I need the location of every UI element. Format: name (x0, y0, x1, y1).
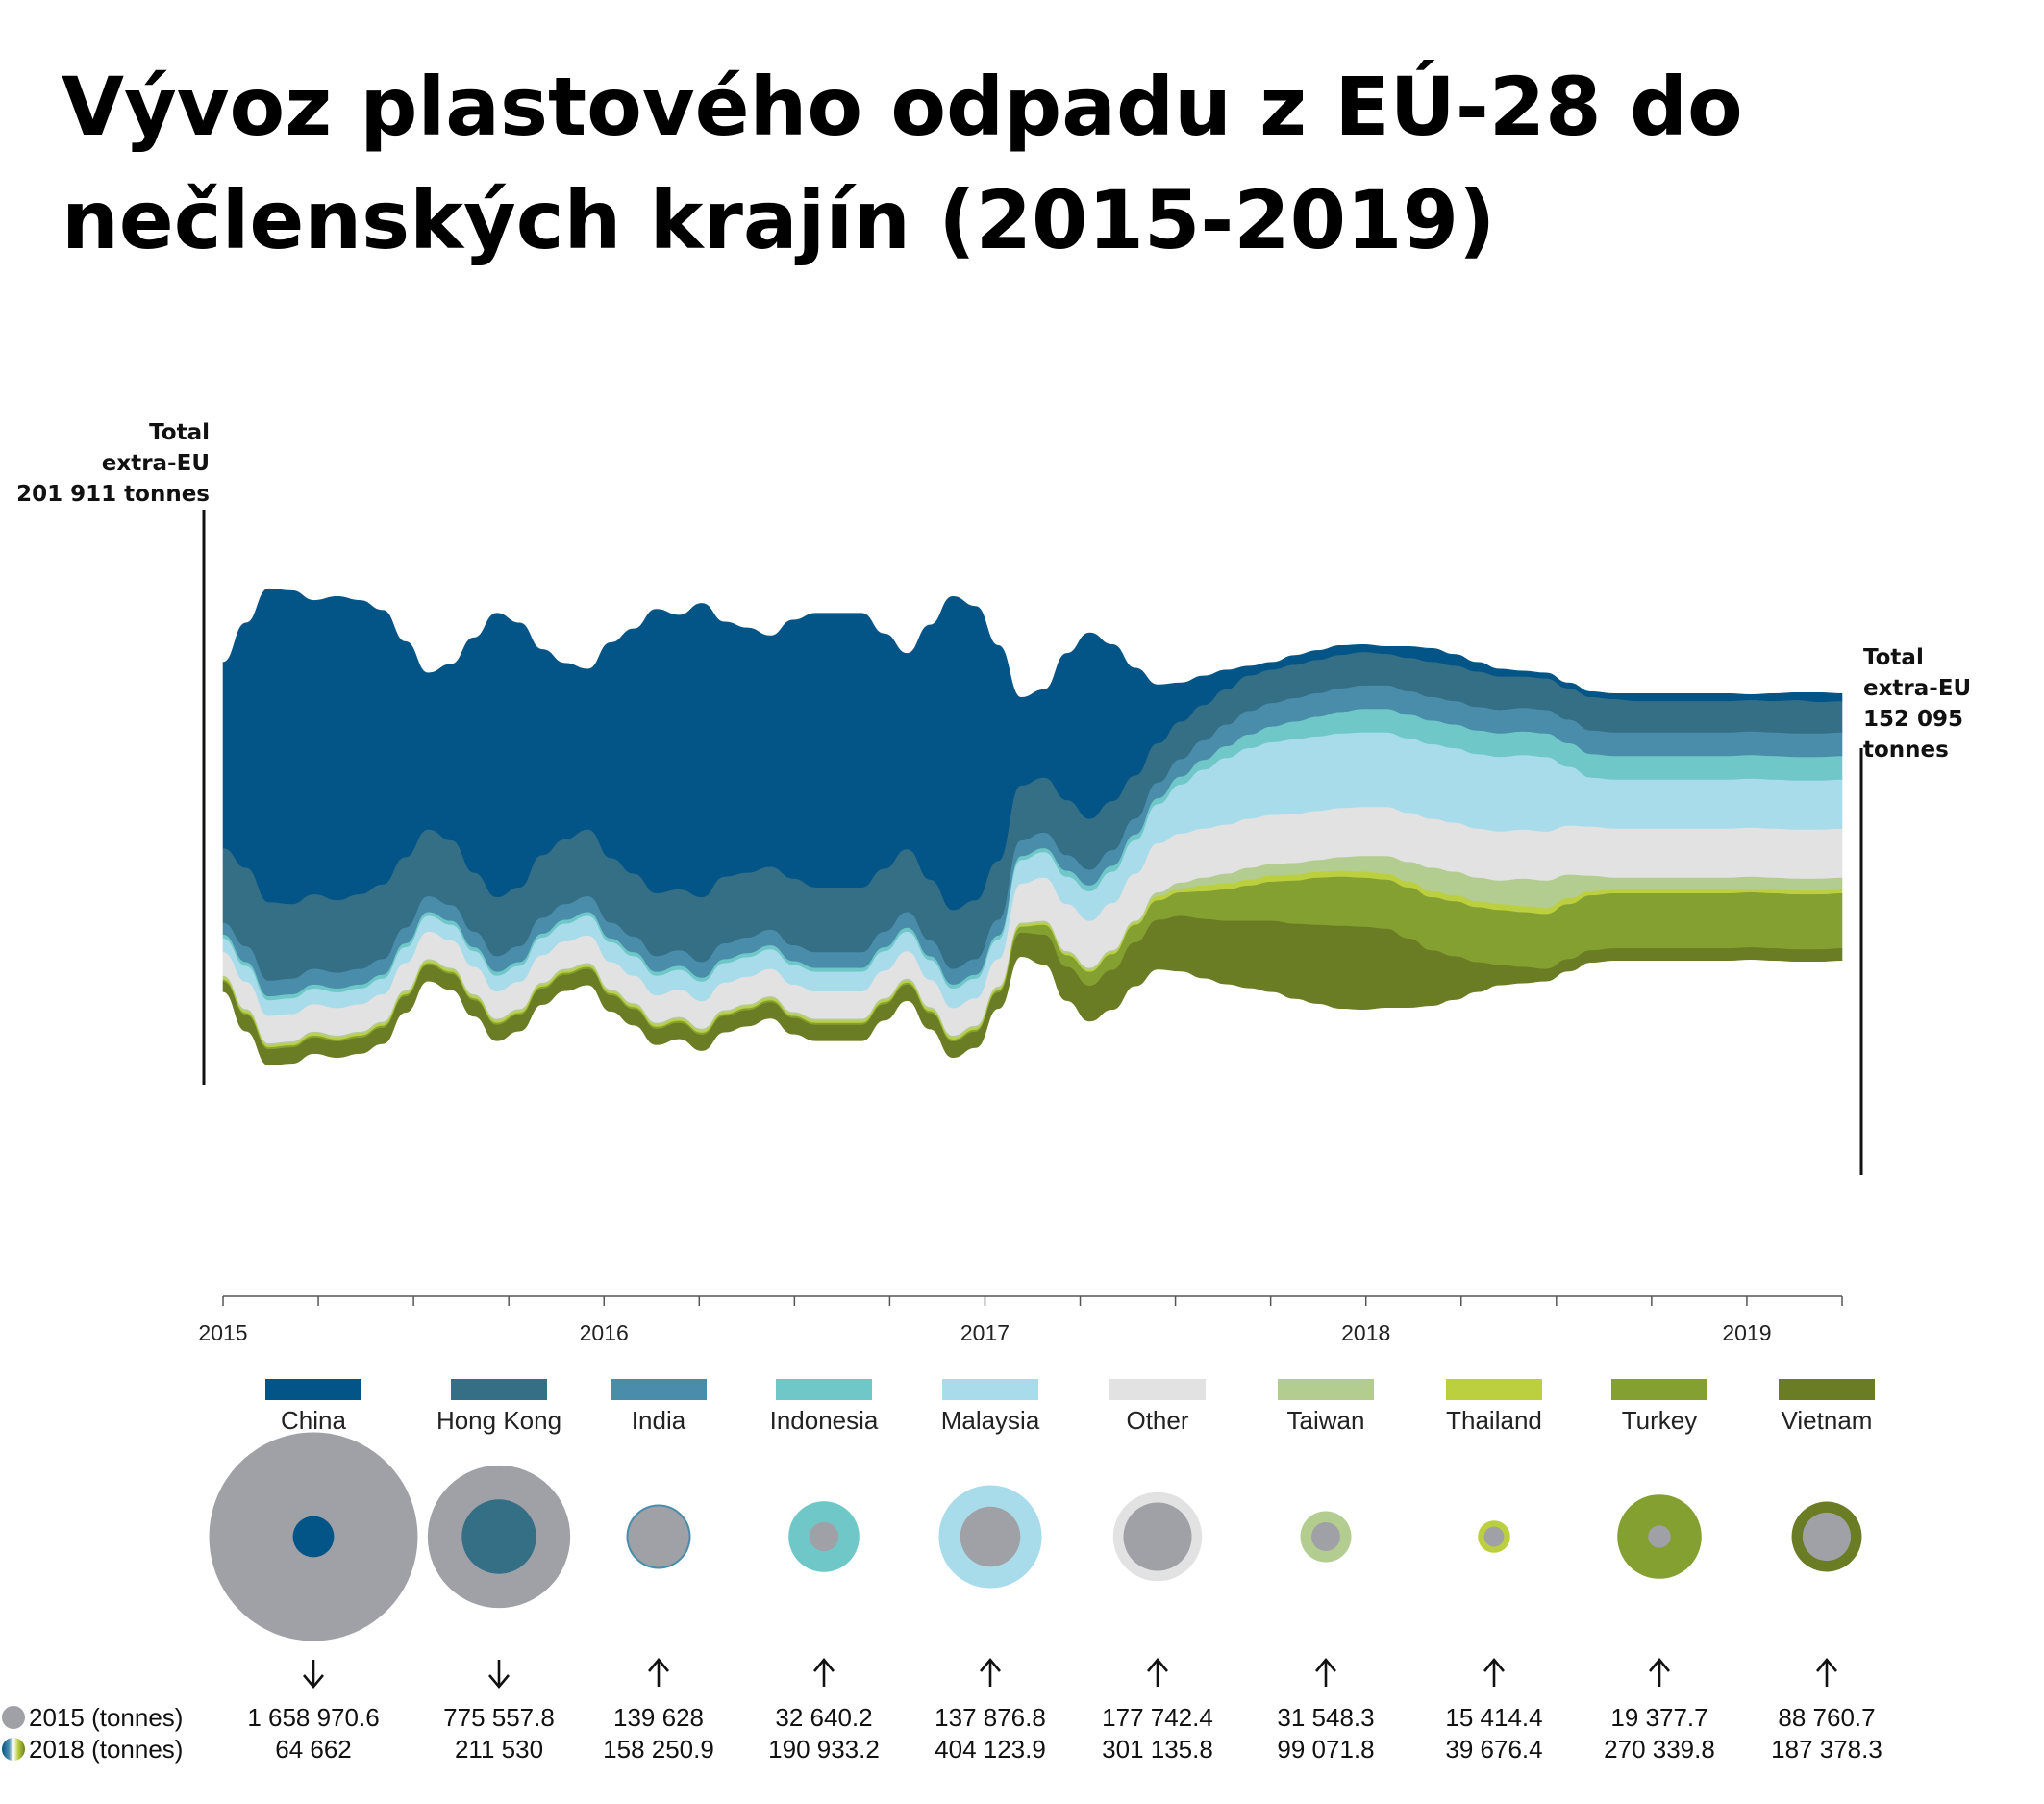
comparison-bubbles (209, 1432, 1862, 1641)
total-end-line2: extra-EU (1863, 676, 1972, 701)
value-2018-turkey: 270 339.8 (1604, 1735, 1715, 1764)
bubble-2015-turkey (1648, 1525, 1671, 1548)
arrow-up-icon-other (1147, 1657, 1168, 1672)
arrow-up-icon-malaysia (980, 1657, 1001, 1672)
legend-2015-dot (2, 1706, 25, 1729)
legend-swatch-turkey (1611, 1379, 1707, 1400)
value-2018-thailand: 39 676.4 (1445, 1735, 1542, 1764)
total-end-line1: Total (1863, 645, 1924, 670)
value-2018-india: 158 250.9 (603, 1735, 714, 1764)
stream-layers (222, 588, 1843, 1066)
title-line-1: Vývoz plastového odpadu z EÚ-28 do (62, 60, 1743, 154)
legend-label-taiwan: Taiwan (1287, 1406, 1365, 1435)
legend-label-hong-kong: Hong Kong (436, 1406, 561, 1435)
legend-label-turkey: Turkey (1622, 1406, 1698, 1435)
legend-swatch-hong-kong (451, 1379, 547, 1400)
value-2018-china: 64 662 (275, 1735, 352, 1764)
value-2015-india: 139 628 (613, 1703, 704, 1732)
row-label-2018: 2018 (tonnes) (29, 1735, 183, 1764)
legend-swatch-other (1109, 1379, 1206, 1400)
bubble-2015-taiwan (1311, 1522, 1340, 1551)
value-2018-hong-kong: 211 530 (455, 1735, 543, 1764)
value-2018-other: 301 135.8 (1102, 1735, 1213, 1764)
legend-swatch-vietnam (1779, 1379, 1875, 1400)
stream-vietnam (222, 915, 1843, 1066)
value-2015-hong-kong: 775 557.8 (443, 1703, 555, 1732)
total-end-value: 152 095 tonnes (1863, 707, 1964, 763)
bubble-2015-malaysia (960, 1506, 1021, 1567)
x-tick-label: 2018 (1341, 1320, 1390, 1345)
value-2015-taiwan: 31 548.3 (1277, 1703, 1374, 1732)
legend-label-indonesia: Indonesia (770, 1406, 879, 1435)
legend-swatch-china (265, 1379, 361, 1400)
arrow-up-icon-india (648, 1657, 669, 1672)
row-label-2015: 2015 (tonnes) (29, 1703, 183, 1732)
x-tick-label: 2019 (1722, 1320, 1771, 1345)
value-2015-china: 1 658 970.6 (247, 1703, 379, 1732)
legend-swatch-indonesia (776, 1379, 872, 1400)
legend-swatch-thailand (1446, 1379, 1542, 1400)
bubble-2015-other (1123, 1502, 1192, 1571)
bubble-2018-hong-kong (461, 1499, 536, 1574)
arrow-down-icon-hong-kong (488, 1674, 510, 1690)
x-tick-label: 2017 (960, 1320, 1010, 1345)
legend: China Hong Kong India Indonesia Malaysia Othe… (265, 1379, 1875, 1435)
arrow-up-icon-thailand (1483, 1657, 1505, 1672)
total-start-line1: Total (149, 420, 210, 445)
legend-swatch-taiwan (1278, 1379, 1374, 1400)
value-2018-indonesia: 190 933.2 (768, 1735, 880, 1764)
value-2015-thailand: 15 414.4 (1445, 1703, 1542, 1732)
total-start-annotation: Total extra-EU 201 911 tonnes (16, 417, 210, 510)
value-2015-vietnam: 88 760.7 (1778, 1703, 1875, 1732)
legend-label-china: China (281, 1406, 346, 1435)
value-table: 1 658 970.6 64 662 775 557.8 211 530 139 628… (2, 1657, 1882, 1764)
arrow-up-icon-indonesia (813, 1657, 835, 1672)
bubble-2015-india (628, 1506, 689, 1567)
value-2018-vietnam: 187 378.3 (1771, 1735, 1882, 1764)
legend-label-thailand: Thailand (1446, 1406, 1542, 1435)
arrow-up-icon-turkey (1649, 1657, 1670, 1672)
x-tick-label: 2015 (198, 1320, 247, 1345)
total-end-annotation: Total extra-EU 152 095 tonnes (1863, 642, 2044, 765)
value-2018-malaysia: 404 123.9 (935, 1735, 1046, 1764)
legend-label-malaysia: Malaysia (941, 1406, 1040, 1435)
title-line-2: nečlenských krajín (2015-2019) (62, 173, 1496, 267)
value-2015-malaysia: 137 876.8 (935, 1703, 1046, 1732)
total-start-value: 201 911 tonnes (16, 482, 210, 507)
total-brackets (202, 510, 1863, 1175)
bubble-2015-vietnam (1802, 1512, 1852, 1562)
value-2018-taiwan: 99 071.8 (1277, 1735, 1374, 1764)
value-2015-indonesia: 32 640.2 (775, 1703, 872, 1732)
arrow-up-icon-vietnam (1816, 1657, 1837, 1672)
total-start-line2: extra-EU (101, 451, 210, 476)
legend-swatch-malaysia (942, 1379, 1038, 1400)
legend-2018-dot (2, 1738, 25, 1761)
arrow-up-icon-taiwan (1315, 1657, 1336, 1672)
legend-swatch-india (611, 1379, 707, 1400)
chart-title: Vývoz plastového odpadu z EÚ-28 do nečle… (62, 50, 1888, 277)
x-axis: 2015 2016 2017 2018 2019 (198, 1295, 1843, 1345)
bubble-2015-thailand (1483, 1526, 1505, 1547)
arrow-down-icon-china (303, 1674, 324, 1690)
value-2015-other: 177 742.4 (1102, 1703, 1213, 1732)
bubble-2018-china (292, 1516, 335, 1558)
legend-label-vietnam: Vietnam (1782, 1406, 1873, 1435)
legend-label-other: Other (1126, 1406, 1188, 1435)
x-tick-label: 2016 (580, 1320, 629, 1345)
value-2015-turkey: 19 377.7 (1610, 1703, 1707, 1732)
legend-label-india: India (632, 1406, 686, 1435)
bubble-2015-indonesia (809, 1521, 839, 1552)
